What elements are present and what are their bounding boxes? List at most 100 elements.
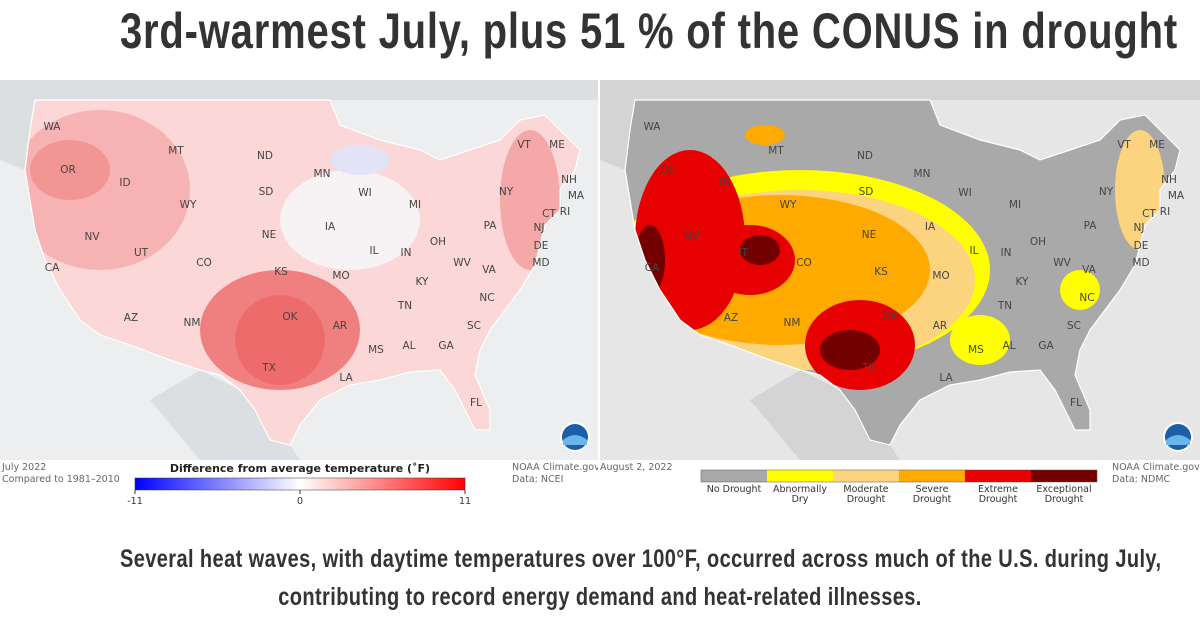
state-label: AL	[402, 340, 415, 352]
state-label: PA	[484, 220, 498, 232]
temperature-shading	[25, 100, 580, 445]
state-label: VT	[517, 139, 531, 151]
legend-label: Exceptional Drought	[1036, 484, 1092, 505]
state-label: NM	[784, 317, 801, 329]
state-label: LA	[339, 372, 353, 384]
state-label: MO	[332, 270, 349, 282]
state-label: NH	[561, 174, 577, 186]
mexico-land	[150, 370, 300, 460]
state-label: ID	[719, 177, 730, 189]
state-label: UT	[134, 247, 149, 259]
state-label: SC	[1067, 320, 1081, 332]
noaa-logo	[560, 422, 590, 452]
state-label: LA	[939, 372, 953, 384]
state-label: KY	[416, 276, 430, 288]
state-label: IN	[401, 247, 412, 259]
map-date: August 2, 2022	[600, 462, 673, 473]
legend-swatch	[899, 470, 965, 482]
state-label: ND	[257, 150, 273, 162]
state-label: WI	[958, 187, 971, 199]
state-label: IL	[370, 245, 379, 257]
warm-area	[30, 140, 110, 200]
state-label: IA	[925, 221, 936, 233]
colorbar-tick-label: 0	[297, 496, 303, 507]
state-label: WI	[358, 187, 371, 199]
state-label: SC	[467, 320, 481, 332]
state-label: OH	[1030, 236, 1046, 248]
state-label: VA	[1082, 264, 1097, 276]
state-label: VT	[1117, 139, 1131, 151]
state-label: NC	[1079, 292, 1094, 304]
canada-land	[0, 80, 598, 170]
state-label: IA	[325, 221, 336, 233]
state-label: AR	[933, 320, 947, 332]
state-label: MT	[168, 145, 184, 157]
state-label: CT	[542, 208, 556, 220]
state-label: MS	[368, 344, 384, 356]
state-label: AZ	[124, 312, 138, 324]
state-label: KS	[274, 266, 288, 278]
legend-label: Abnormally Dry	[772, 484, 828, 505]
state-label: NJ	[534, 222, 545, 234]
state-label: WV	[453, 257, 471, 269]
state-label: TX	[261, 362, 276, 374]
legend-label: No Drought	[706, 484, 762, 495]
state-label: FL	[1070, 397, 1082, 409]
state-label: TN	[997, 300, 1012, 312]
state-label: TX	[861, 362, 876, 374]
baseline-note: Compared to 1981–2010	[2, 474, 120, 485]
exceptional-area	[740, 235, 780, 265]
state-label: OR	[60, 164, 76, 176]
state-label: SD	[859, 186, 874, 198]
state-label: WY	[780, 199, 797, 211]
legend-swatch	[701, 470, 767, 482]
state-label: ID	[119, 177, 130, 189]
state-label: DE	[1134, 240, 1149, 252]
state-label: ME	[1149, 139, 1165, 151]
mexico-land	[750, 370, 900, 460]
state-label: NM	[184, 317, 201, 329]
state-label: MS	[968, 344, 984, 356]
state-label: MO	[932, 270, 949, 282]
legend-swatch	[767, 470, 833, 482]
state-label: OH	[430, 236, 446, 248]
noaa-logo	[1163, 422, 1193, 452]
state-label: NJ	[1134, 222, 1145, 234]
state-label: MI	[1009, 199, 1021, 211]
data-source: Data: NCEI	[512, 474, 563, 485]
state-label: WY	[180, 199, 197, 211]
state-label: NY	[1099, 186, 1114, 198]
state-label: OR	[660, 164, 676, 176]
credit: NOAA Climate.gov	[1112, 462, 1200, 473]
exceptional-area	[820, 330, 880, 370]
headline: 3rd-warmest July, plus 51 % of the CONUS…	[120, 3, 1178, 59]
state-label: MD	[532, 257, 549, 269]
drought-legend	[700, 469, 1098, 483]
legend-title: Difference from average temperature (˚F)	[170, 462, 430, 475]
state-label: GA	[1038, 340, 1054, 352]
state-label: OK	[882, 311, 898, 323]
state-label: AR	[333, 320, 347, 332]
state-label: MD	[1132, 257, 1149, 269]
severe-area	[745, 125, 785, 145]
state-label: MT	[768, 145, 784, 157]
state-label: CT	[1142, 208, 1156, 220]
state-label: VA	[482, 264, 497, 276]
state-label: OK	[282, 311, 298, 323]
state-label: IL	[970, 245, 979, 257]
state-label: NY	[499, 186, 514, 198]
state-label: UT	[734, 247, 749, 259]
hot-area	[235, 295, 325, 385]
legend-label: Extreme Drought	[978, 484, 1018, 505]
state-label: CO	[796, 257, 812, 269]
state-label: DE	[534, 240, 549, 252]
credit: NOAA Climate.gov	[512, 462, 598, 473]
state-label: PA	[1084, 220, 1098, 232]
state-label: CO	[196, 257, 212, 269]
state-label: ND	[857, 150, 873, 162]
state-label: IN	[1001, 247, 1012, 259]
state-label: WA	[644, 121, 662, 133]
state-label: AZ	[724, 312, 738, 324]
state-label: FL	[470, 397, 482, 409]
